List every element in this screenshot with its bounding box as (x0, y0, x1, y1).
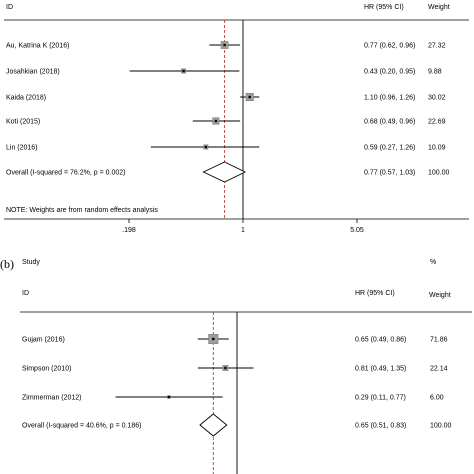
panel-a-x-tick-label-1: .198 (122, 227, 136, 234)
panel-a-weight-text-5: 10.09 (428, 145, 446, 152)
panel-b-overall-diamond (199, 413, 228, 437)
panel-b: (b) Study % ID HR (95% CI) Weight Gujam … (0, 257, 472, 474)
panel-b-point-estimate-1 (212, 337, 215, 341)
panel-b-weight-text-3: 6.00 (430, 395, 444, 402)
panel-a-weight-text-3: 30.02 (428, 95, 446, 102)
panel-a-study-label-3: Kaida (2018) (6, 95, 46, 102)
panel-a-point-estimate-1 (223, 43, 226, 47)
panel-a-study-label-4: Koti (2015) (6, 119, 40, 126)
panel-a-study-label-1: Au, Katrina K (2016) (6, 43, 69, 50)
panel-b-ci-header: HR (95% CI) (355, 290, 395, 297)
panel-b-overall-ci-text: 0.65 (0.51, 0.83) (355, 423, 406, 430)
panel-b-study-label-2: Simpson (2010) (22, 366, 71, 373)
panel-a-point-estimate-5 (204, 145, 208, 149)
panel-a-ci-text-1: 0.77 (0.62, 0.96) (364, 43, 415, 50)
panel-a-note: NOTE: Weights are from random effects an… (6, 207, 158, 214)
panel-b-study-header: Study (22, 259, 40, 266)
panel-b-overall-label: Overall (I-squared = 40.6%, p = 0.186) (22, 423, 141, 430)
panel-b-weight-text-2: 22.14 (430, 366, 448, 373)
panel-a-overall-weight-text: 100.00 (428, 170, 450, 177)
panel-b-point-estimate-3 (167, 395, 171, 399)
panel-a-ci-text-3: 1.10 (0.96, 1.26) (364, 95, 415, 102)
panel-b-label: (b) (0, 257, 14, 271)
panel-a-study-label-5: Lin (2016) (6, 145, 38, 152)
panel-a-x-tick-label-2: 1 (241, 227, 245, 234)
panel-b-overall-weight-text: 100.00 (430, 423, 452, 430)
panel-a-weight-text-4: 22.69 (428, 119, 446, 126)
panel-a-x-tick-label-3: 5.05 (350, 227, 364, 234)
panel-a-point-estimate-4 (214, 119, 218, 123)
panel-b-ci-text-3: 0.29 (0.11, 0.77) (355, 395, 406, 402)
panel-a-study-label-2: Josahkian (2018) (6, 69, 60, 76)
panel-b-ci-text-1: 0.65 (0.49, 0.86) (355, 337, 406, 344)
panel-a-ci-header: HR (95% CI) (364, 4, 404, 11)
panel-a-ci-text-5: 0.59 (0.27, 1.26) (364, 145, 415, 152)
panel-a-overall-diamond (202, 161, 247, 183)
panel-a-weight-text-2: 9.88 (428, 69, 442, 76)
panel-a-overall-label: Overall (I-squared = 76.2%, p = 0.002) (6, 170, 125, 177)
panel-b-study-label-1: Gujam (2016) (22, 337, 65, 344)
panel-a-point-estimate-2 (182, 69, 185, 73)
panel-a-weight-text-1: 27.32 (428, 43, 446, 50)
panel-b-study-label-3: Zimmerman (2012) (22, 395, 82, 402)
panel-a-overall-ci-text: 0.77 (0.57, 1.03) (364, 170, 415, 177)
panel-b-weight-header: Weight (429, 292, 451, 299)
panel-a: ID HR (95% CI) Weight NOTE: Weights are … (4, 4, 469, 234)
panel-b-weight-text-1: 71.86 (430, 337, 448, 344)
panel-a-ci-text-4: 0.68 (0.49, 0.96) (364, 119, 415, 126)
panel-b-point-estimate-2 (224, 366, 227, 370)
panel-b-id-header: ID (22, 290, 29, 297)
panel-a-ci-text-2: 0.43 (0.20, 0.95) (364, 69, 415, 76)
panel-a-weight-header: Weight (428, 4, 450, 11)
panel-a-point-estimate-3 (248, 95, 251, 99)
panel-b-ci-text-2: 0.81 (0.49, 1.35) (355, 366, 406, 373)
panel-b-percent-header: % (430, 259, 436, 266)
panel-a-id-header: ID (6, 4, 13, 11)
